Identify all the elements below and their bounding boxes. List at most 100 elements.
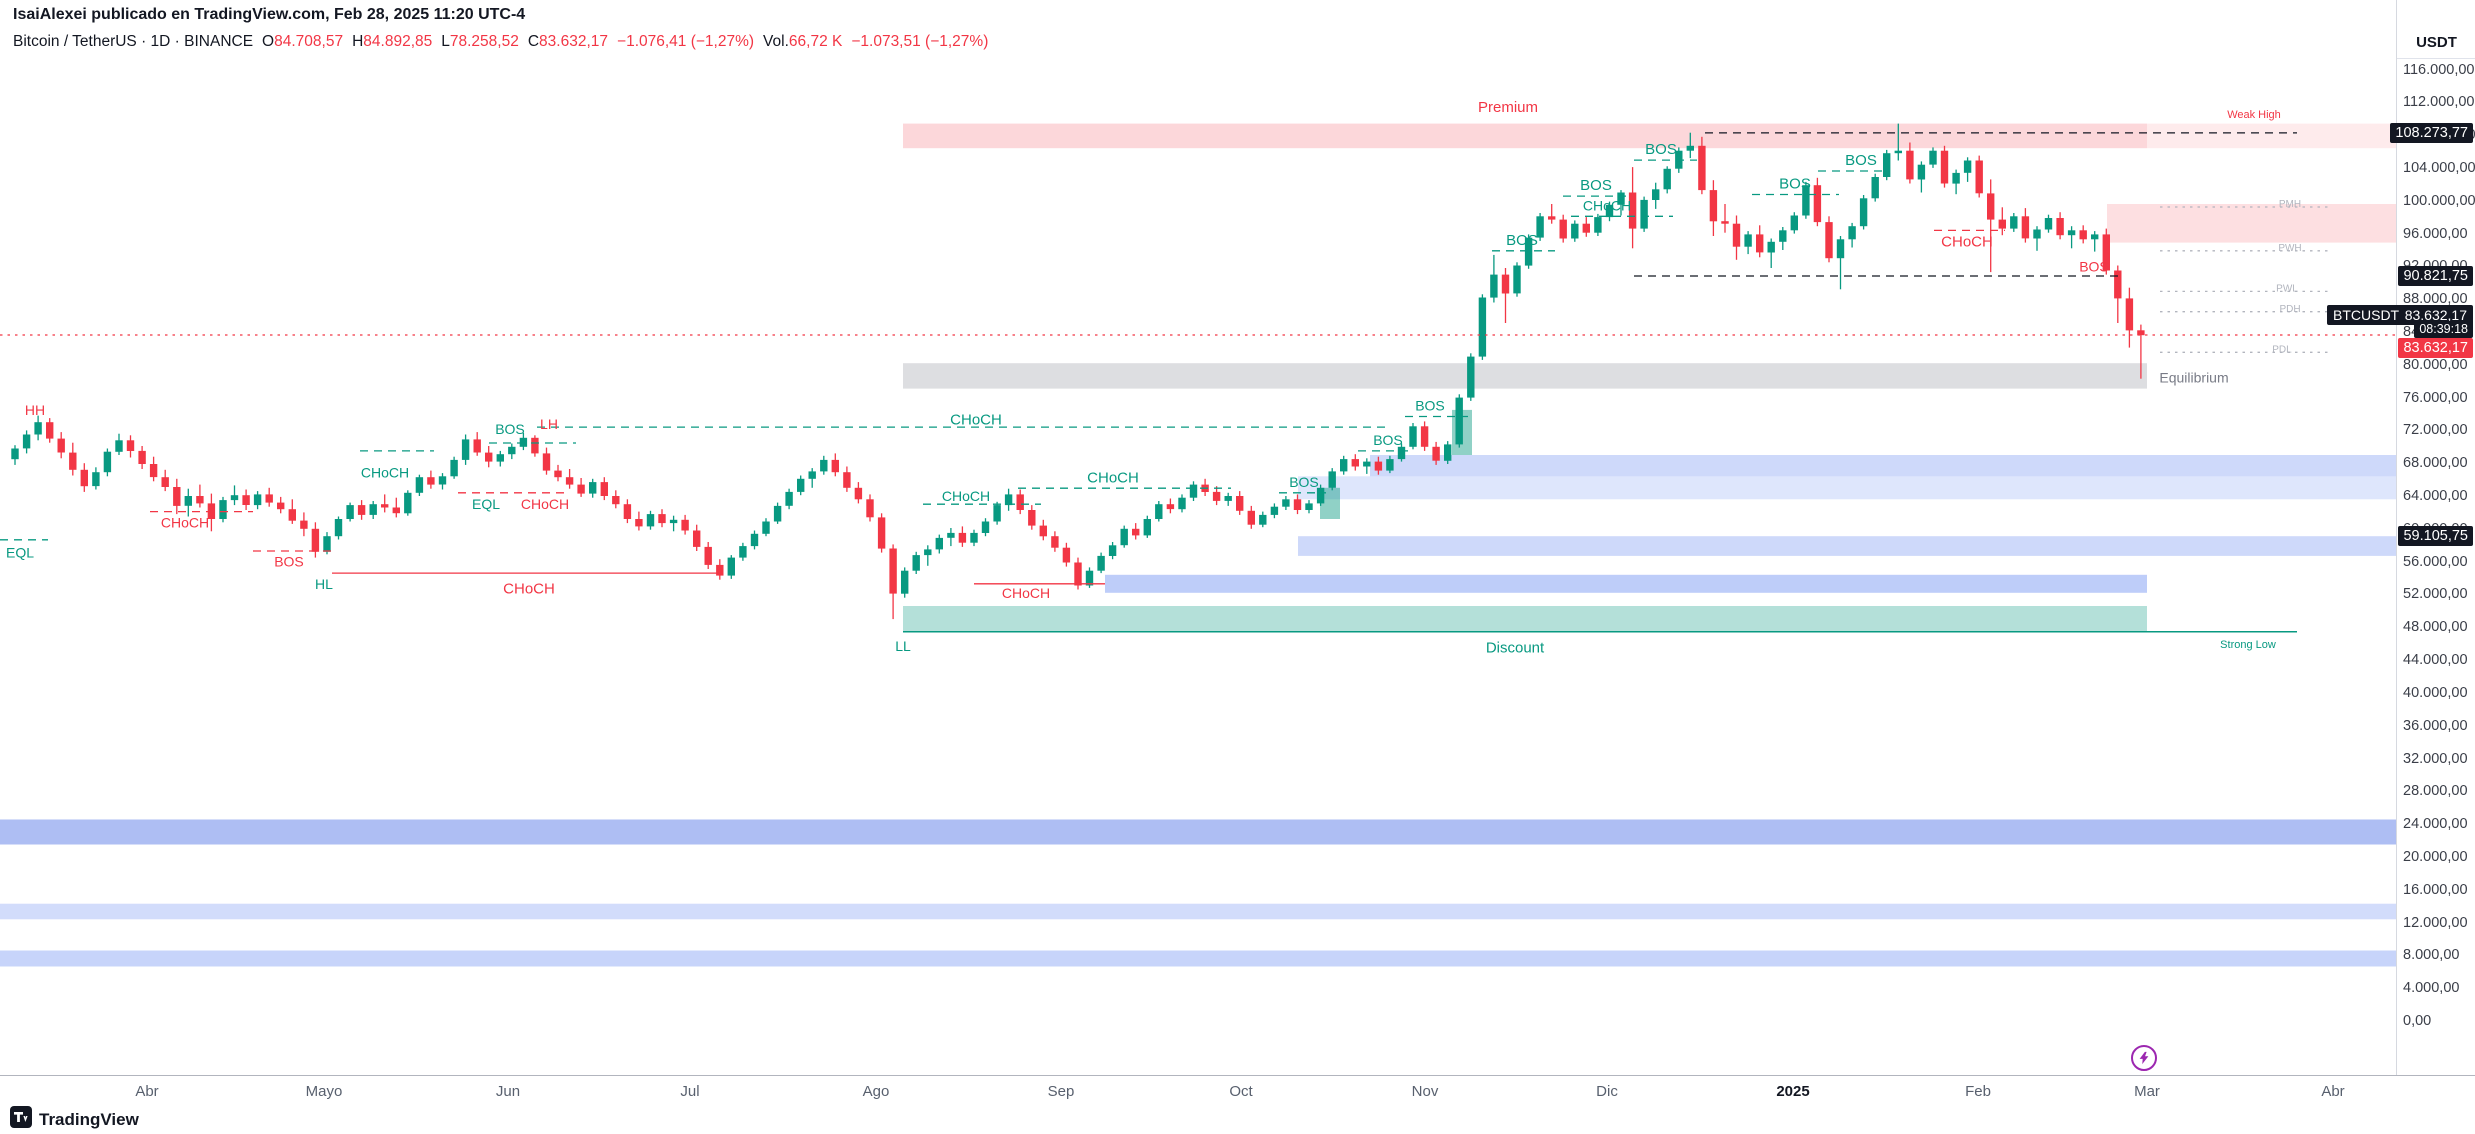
candle[interactable] xyxy=(2033,229,2041,239)
candle[interactable] xyxy=(126,440,135,451)
candle[interactable] xyxy=(1409,426,1417,447)
candle[interactable] xyxy=(334,519,343,537)
candle[interactable] xyxy=(57,438,65,453)
candle[interactable] xyxy=(230,495,239,501)
candle[interactable] xyxy=(831,459,839,473)
candle[interactable] xyxy=(496,454,504,462)
candle[interactable] xyxy=(1501,274,1510,294)
candle[interactable] xyxy=(1455,397,1463,445)
candle[interactable] xyxy=(1478,297,1487,357)
candle[interactable] xyxy=(1744,234,1752,247)
candle[interactable] xyxy=(2125,298,2134,331)
candle[interactable] xyxy=(1802,185,1810,216)
candle[interactable] xyxy=(2091,234,2099,240)
candle[interactable] xyxy=(34,422,42,435)
price-chart[interactable]: HH EQL CHoCH BOS HL CHoCH CHoCH EQL CHoCH BOS LH CH… xyxy=(0,0,2396,1075)
candle[interactable] xyxy=(1663,168,1671,190)
candle[interactable] xyxy=(2079,230,2087,240)
candle[interactable] xyxy=(1836,239,1845,259)
zone-demand-58k[interactable] xyxy=(1298,536,2396,556)
candle[interactable] xyxy=(2021,216,2030,239)
candle[interactable] xyxy=(1686,145,1694,151)
zone-macro-24k[interactable] xyxy=(0,819,2396,845)
candle[interactable] xyxy=(1582,223,1590,233)
zone-equilibrium[interactable] xyxy=(903,363,2147,389)
candle[interactable] xyxy=(1467,356,1475,398)
candle[interactable] xyxy=(1940,150,1949,184)
candle[interactable] xyxy=(357,505,366,515)
candle[interactable] xyxy=(704,546,712,565)
zone-macro-8k[interactable] xyxy=(0,950,2396,967)
candle[interactable] xyxy=(577,484,585,494)
candle[interactable] xyxy=(196,496,204,504)
candle[interactable] xyxy=(1074,562,1082,586)
candle[interactable] xyxy=(912,555,920,571)
candle[interactable] xyxy=(2044,218,2053,230)
candle[interactable] xyxy=(901,570,909,594)
candle[interactable] xyxy=(1351,459,1359,467)
candle[interactable] xyxy=(681,519,689,531)
candle[interactable] xyxy=(773,505,782,522)
zone-demand-53k[interactable] xyxy=(1105,574,2147,593)
candle[interactable] xyxy=(693,530,701,547)
candle[interactable] xyxy=(1952,172,1960,184)
candle[interactable] xyxy=(242,495,250,505)
brand-name[interactable]: TradingView xyxy=(39,1109,139,1129)
candle[interactable] xyxy=(554,470,562,478)
candle[interactable] xyxy=(669,519,678,524)
candle[interactable] xyxy=(889,548,897,594)
candle[interactable] xyxy=(92,472,100,487)
candle[interactable] xyxy=(1328,471,1336,488)
candle[interactable] xyxy=(1652,189,1660,200)
zone-orderblock-oct[interactable] xyxy=(1320,487,1340,519)
candle[interactable] xyxy=(369,504,377,515)
candle[interactable] xyxy=(877,517,886,549)
candle[interactable] xyxy=(785,491,793,506)
candle[interactable] xyxy=(1420,426,1429,447)
candle[interactable] xyxy=(1016,494,1024,510)
candle[interactable] xyxy=(46,422,54,439)
candle[interactable] xyxy=(173,487,181,506)
tradingview-logo-icon[interactable] xyxy=(10,1106,32,1133)
candle[interactable] xyxy=(1397,446,1406,460)
candle[interactable] xyxy=(415,477,424,493)
time-axis[interactable]: TradingView Abr Mayo Jun Jul Ago Sep Oct Nov Dic… xyxy=(0,1075,2475,1134)
candle[interactable] xyxy=(1605,204,1614,218)
candle[interactable] xyxy=(727,557,735,576)
candle[interactable] xyxy=(1640,199,1648,229)
candle[interactable] xyxy=(1790,215,1798,231)
zone-macro-14k[interactable] xyxy=(0,903,2396,920)
candle[interactable] xyxy=(346,505,354,519)
candle[interactable] xyxy=(1097,555,1105,571)
candle[interactable] xyxy=(1987,193,1995,220)
candle[interactable] xyxy=(277,502,285,510)
candle[interactable] xyxy=(1698,145,1706,191)
candle[interactable] xyxy=(438,476,447,485)
candle[interactable] xyxy=(1178,497,1186,510)
candle[interactable] xyxy=(1825,222,1833,259)
candle[interactable] xyxy=(1871,177,1879,199)
candle[interactable] xyxy=(623,504,632,519)
candle[interactable] xyxy=(1363,461,1371,467)
candle[interactable] xyxy=(739,546,747,558)
candle[interactable] xyxy=(1628,192,1637,229)
candle[interactable] xyxy=(1767,241,1775,253)
candle[interactable] xyxy=(138,450,146,464)
candle[interactable] xyxy=(531,437,539,454)
candle[interactable] xyxy=(485,452,493,462)
zone-demand-65k[interactable] xyxy=(1298,476,2396,500)
event-marker-icon[interactable] xyxy=(2131,1045,2157,1071)
candle[interactable] xyxy=(1340,459,1348,472)
candle[interactable] xyxy=(600,482,608,496)
candle[interactable] xyxy=(184,496,192,506)
candle[interactable] xyxy=(427,477,435,485)
candle[interactable] xyxy=(958,532,967,543)
candle[interactable] xyxy=(1004,494,1013,506)
candle[interactable] xyxy=(80,469,88,487)
candle[interactable] xyxy=(635,519,643,527)
candle[interactable] xyxy=(69,452,77,470)
candle[interactable] xyxy=(797,478,805,492)
candle[interactable] xyxy=(2010,216,2018,229)
candle[interactable] xyxy=(2137,330,2145,336)
candle[interactable] xyxy=(1536,216,1544,238)
